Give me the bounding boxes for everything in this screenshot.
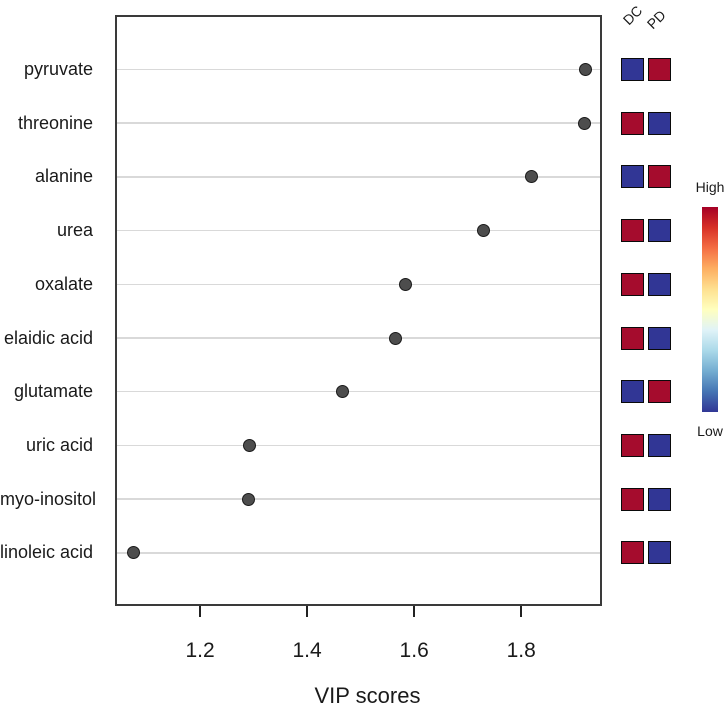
gridline	[115, 498, 602, 500]
heatmap-cell-dc	[620, 219, 644, 243]
heatmap-cell-dc	[620, 58, 644, 81]
data-point	[243, 438, 257, 452]
gridline	[115, 176, 602, 178]
gridline	[115, 283, 602, 286]
data-point	[126, 546, 140, 560]
colorbar-low-label: Low	[697, 423, 723, 439]
x-axis-tick-label: 1.4	[292, 639, 322, 662]
heatmap-cell-dc	[620, 272, 644, 296]
x-axis-tick-label: 1.8	[506, 639, 536, 662]
colorbar-high-label: High	[695, 179, 725, 195]
colorbar-gradient	[702, 207, 718, 412]
gridline	[115, 229, 602, 232]
group-label-dc: DC	[619, 2, 646, 29]
y-axis-label: linoleic acid	[0, 542, 94, 563]
heatmap-cell-dc	[620, 326, 644, 350]
heatmap-cell-dc	[620, 380, 644, 404]
y-axis-label: myo-inositol	[0, 488, 97, 509]
gridline	[115, 444, 602, 447]
heatmap-cell-pd	[648, 380, 671, 404]
x-axis-tick	[413, 606, 415, 617]
heatmap-cell-pd	[648, 165, 671, 189]
heatmap-cell-dc	[620, 487, 644, 511]
y-axis-label: uric acid	[25, 434, 93, 455]
data-point	[398, 277, 412, 291]
data-point	[577, 116, 591, 130]
x-axis-tick	[199, 606, 201, 617]
heatmap-cell-pd	[648, 541, 671, 565]
data-point	[241, 492, 255, 506]
x-axis-tick-label: 1.2	[185, 639, 215, 662]
gridline	[115, 390, 602, 393]
x-axis-tick	[520, 606, 522, 617]
data-point	[578, 63, 592, 76]
gridline	[115, 122, 602, 124]
heatmap-cell-pd	[648, 58, 671, 81]
heatmap-cell-pd	[648, 433, 671, 457]
y-axis-label: glutamate	[13, 381, 93, 402]
heatmap-cell-pd	[648, 487, 671, 511]
heatmap-cell-pd	[648, 326, 671, 350]
heatmap-cell-dc	[620, 165, 644, 189]
y-axis-label: alanine	[34, 166, 93, 187]
plot-area	[115, 15, 602, 606]
y-axis-label: threonine	[17, 112, 93, 133]
heatmap-cell-pd	[648, 272, 671, 296]
data-point	[389, 331, 403, 345]
x-axis-title: VIP scores	[314, 683, 421, 708]
heatmap-cell-dc	[620, 541, 644, 565]
y-axis-label: elaidic acid	[3, 327, 93, 348]
y-axis-label: oxalate	[34, 273, 93, 294]
data-point	[336, 385, 350, 399]
gridline	[115, 552, 602, 554]
y-axis-label: pyruvate	[23, 59, 93, 79]
data-point	[477, 224, 491, 238]
x-axis-tick-label: 1.6	[399, 639, 429, 662]
heatmap-cell-pd	[648, 111, 671, 135]
x-axis-tick	[306, 606, 308, 617]
heatmap-cell-dc	[620, 111, 644, 135]
heatmap-cell-pd	[648, 219, 671, 243]
y-axis-label: urea	[56, 220, 93, 241]
group-label-pd: PD	[643, 6, 669, 32]
data-point	[525, 170, 539, 184]
gridline	[115, 337, 602, 339]
gridline	[115, 68, 602, 71]
heatmap-cell-dc	[620, 433, 644, 457]
